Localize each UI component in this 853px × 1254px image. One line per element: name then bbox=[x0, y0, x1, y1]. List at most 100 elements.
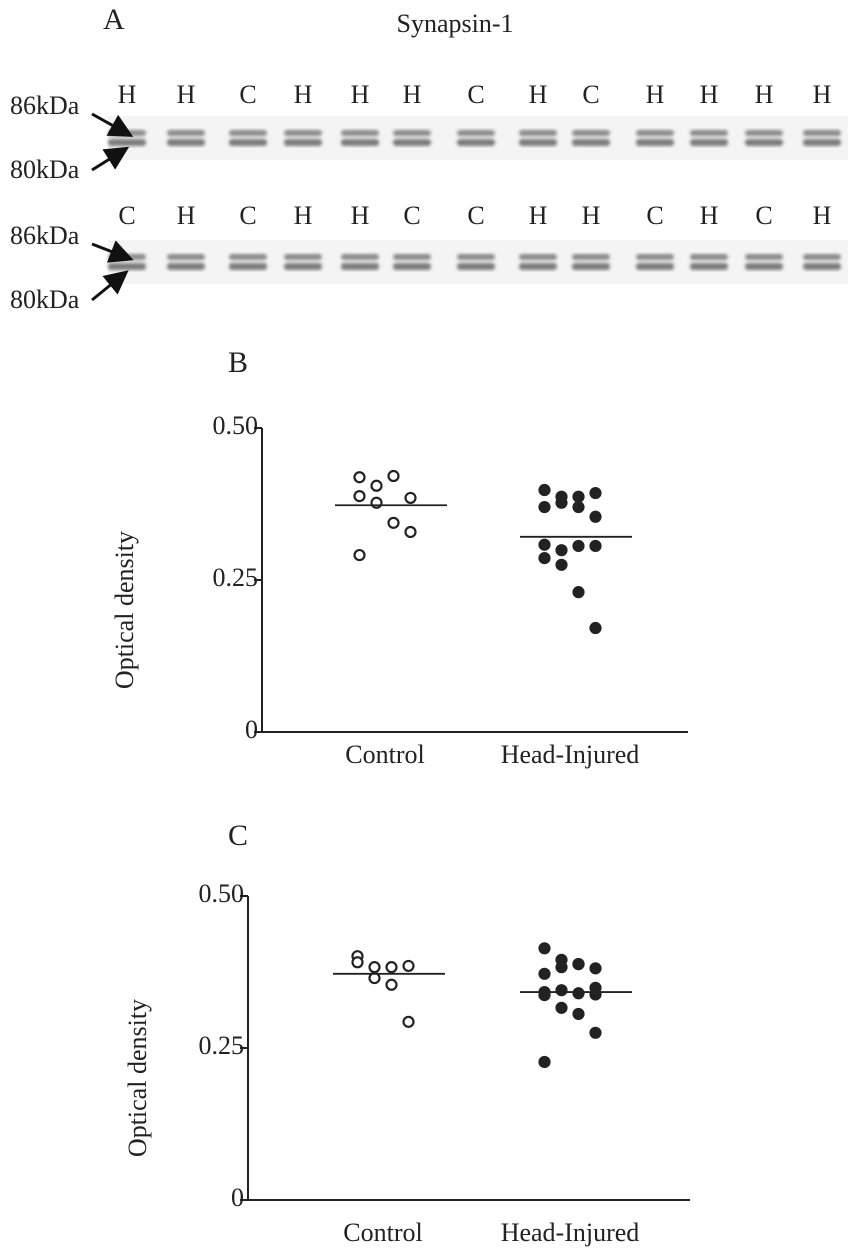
band-lower bbox=[519, 139, 557, 146]
lane-label: C bbox=[755, 201, 772, 230]
data-point bbox=[404, 1017, 414, 1027]
panel-label: A bbox=[103, 3, 125, 36]
data-point bbox=[591, 1028, 601, 1038]
data-point bbox=[540, 485, 550, 495]
band-lower bbox=[108, 139, 146, 146]
band-lower bbox=[745, 263, 783, 270]
y-tick-label: 0 bbox=[231, 1183, 244, 1212]
size-label: 86kDa bbox=[10, 91, 80, 120]
band-lower bbox=[341, 139, 379, 146]
band-lower bbox=[457, 139, 495, 146]
data-point bbox=[574, 492, 584, 502]
x-tick-label: Head-Injured bbox=[501, 1218, 640, 1247]
band-upper bbox=[690, 254, 728, 260]
y-axis-label: Optical density bbox=[123, 999, 152, 1157]
band-lower bbox=[636, 263, 674, 270]
band-lower bbox=[690, 139, 728, 146]
data-point bbox=[591, 512, 601, 522]
blot-title: Synapsin-1 bbox=[397, 9, 514, 38]
data-point bbox=[540, 553, 550, 563]
data-point bbox=[540, 502, 550, 512]
data-point bbox=[406, 493, 416, 503]
data-point bbox=[574, 541, 584, 551]
y-tick-label: 0.25 bbox=[213, 563, 259, 592]
band-upper bbox=[803, 130, 841, 136]
lane-label: H bbox=[529, 201, 548, 230]
lane-label: C bbox=[467, 80, 484, 109]
data-point bbox=[540, 969, 550, 979]
band-upper bbox=[457, 130, 495, 136]
y-tick-label: 0.50 bbox=[199, 879, 245, 908]
blot-strip bbox=[108, 116, 848, 160]
lane-label: H bbox=[351, 201, 370, 230]
lane-label: C bbox=[118, 201, 135, 230]
blot-strip bbox=[108, 240, 848, 284]
y-axis-label: Optical density bbox=[110, 531, 139, 689]
data-point bbox=[406, 527, 416, 537]
figure: A Synapsin-1 H H C H H H C H C H H H H 86kDa 80kDa C H C H H C… bbox=[0, 0, 853, 1254]
data-point bbox=[355, 472, 365, 482]
x-tick-label: Control bbox=[343, 1218, 422, 1247]
band-lower bbox=[636, 139, 674, 146]
band-upper bbox=[284, 254, 322, 260]
data-point bbox=[389, 471, 399, 481]
band-lower bbox=[108, 263, 146, 270]
data-point bbox=[353, 957, 363, 967]
band-upper bbox=[572, 130, 610, 136]
data-point bbox=[387, 962, 397, 972]
data-point bbox=[591, 541, 601, 551]
lane-label: H bbox=[646, 80, 665, 109]
x-tick-label: Head-Injured bbox=[501, 740, 640, 769]
lane-label: C bbox=[582, 80, 599, 109]
lane-label: C bbox=[467, 201, 484, 230]
band-lower bbox=[229, 139, 267, 146]
y-tick-label: 0 bbox=[245, 715, 258, 744]
data-point bbox=[591, 989, 601, 999]
lane-label: H bbox=[582, 201, 601, 230]
data-point bbox=[540, 540, 550, 550]
band-upper bbox=[572, 254, 610, 260]
band-upper bbox=[519, 130, 557, 136]
lane-label: H bbox=[177, 201, 196, 230]
x-tick-label: Control bbox=[345, 740, 424, 769]
data-point bbox=[557, 560, 567, 570]
lane-label: H bbox=[529, 80, 548, 109]
data-point bbox=[557, 498, 567, 508]
lane-label: C bbox=[239, 201, 256, 230]
band-upper bbox=[341, 130, 379, 136]
lane-label: H bbox=[403, 80, 422, 109]
band-upper bbox=[457, 254, 495, 260]
panel-label: C bbox=[228, 819, 248, 852]
data-point bbox=[389, 518, 399, 528]
band-upper bbox=[229, 254, 267, 260]
band-lower bbox=[167, 263, 205, 270]
size-label: 80kDa bbox=[10, 285, 80, 314]
lane-label: H bbox=[755, 80, 774, 109]
data-point bbox=[574, 587, 584, 597]
lane-label: H bbox=[813, 80, 832, 109]
data-point bbox=[574, 959, 584, 969]
band-lower bbox=[393, 139, 431, 146]
band-upper bbox=[167, 130, 205, 136]
lane-label: C bbox=[403, 201, 420, 230]
size-label: 86kDa bbox=[10, 221, 80, 250]
band-lower bbox=[341, 263, 379, 270]
lane-label: H bbox=[700, 80, 719, 109]
y-tick-label: 0.50 bbox=[213, 411, 259, 440]
data-point bbox=[574, 502, 584, 512]
band-upper bbox=[393, 130, 431, 136]
band-lower bbox=[519, 263, 557, 270]
band-lower bbox=[803, 263, 841, 270]
data-point bbox=[557, 545, 567, 555]
data-point bbox=[404, 961, 414, 971]
data-point bbox=[557, 962, 567, 972]
lane-label: H bbox=[294, 80, 313, 109]
lane-label: H bbox=[700, 201, 719, 230]
size-label: 80kDa bbox=[10, 155, 80, 184]
band-upper bbox=[745, 254, 783, 260]
band-upper bbox=[636, 254, 674, 260]
lane-label: H bbox=[813, 201, 832, 230]
band-lower bbox=[167, 139, 205, 146]
data-point bbox=[355, 491, 365, 501]
data-point bbox=[591, 488, 601, 498]
